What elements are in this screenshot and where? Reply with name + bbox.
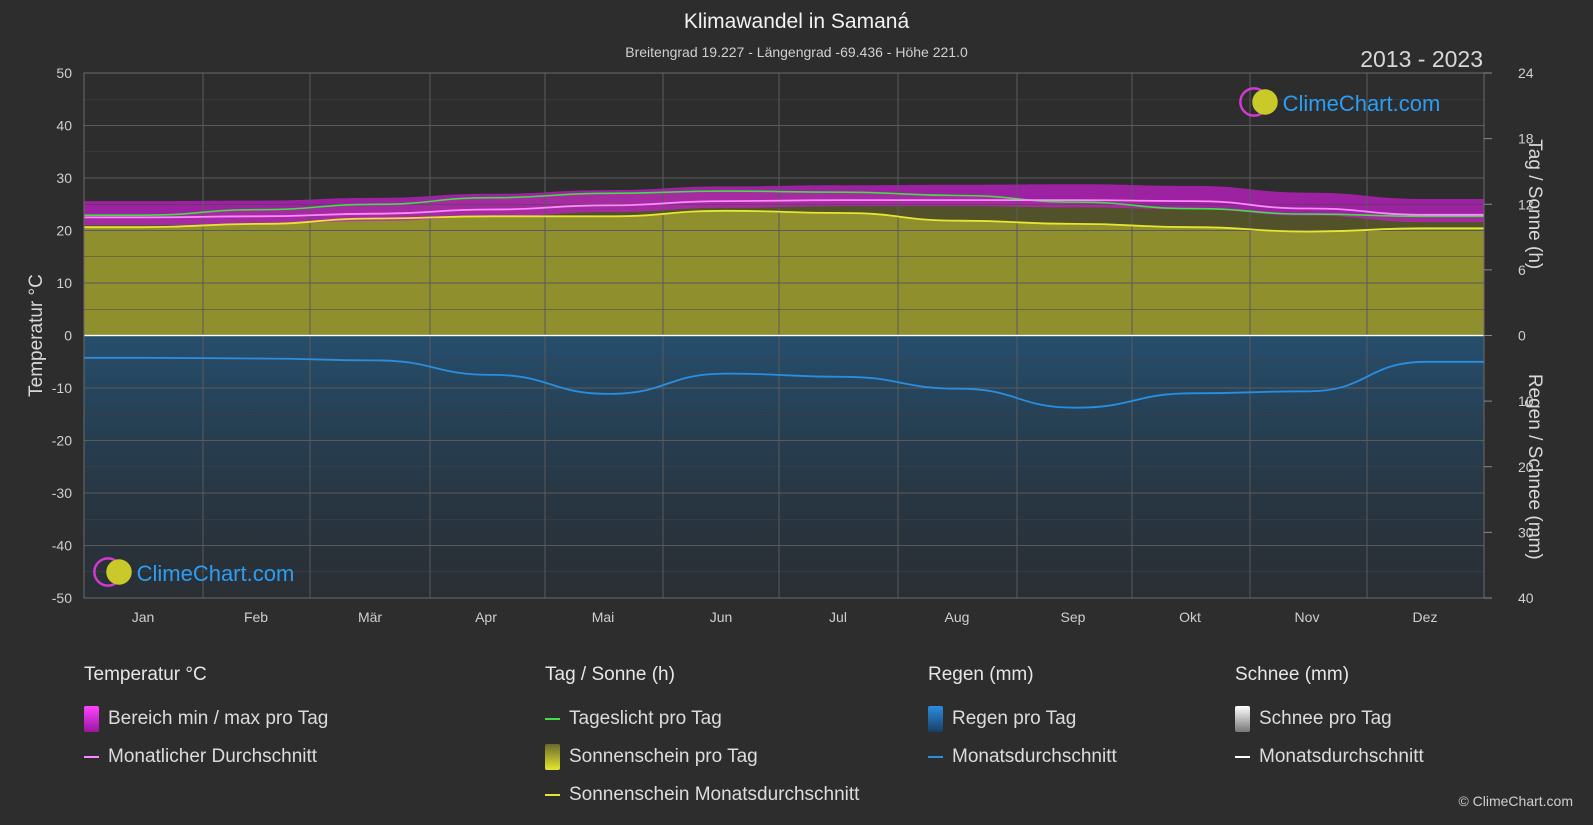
sunshine-avg-swatch [545,794,560,796]
y-right-rain-tick-label: 40 [1518,590,1534,606]
chart-subtitle: Breitengrad 19.227 - Längengrad -69.436 … [625,44,968,60]
rain-avg-line [84,356,1484,409]
y-right-top-axis-label: Tag / Sonne (h) [1524,139,1545,269]
x-month-label: Jan [132,609,155,625]
legend-temperature: Temperatur °C Bereich min / max pro Tag … [84,664,328,776]
legend-rain-avg-label: Monatsdurchschnitt [952,746,1117,767]
legend-daylight: Tageslicht pro Tag [545,700,859,738]
logo-top-right: ClimeChart.com [1239,87,1441,117]
sunshine-area [84,210,1484,336]
y-right-hours-tick-label: 6 [1518,262,1526,278]
legend-rain: Regen (mm) Regen pro Tag Monatsdurchschn… [928,664,1117,776]
legend-rain-avg: Monatsdurchschnitt [928,738,1117,776]
y-left-tick-label: 20 [56,223,72,239]
legend-rain-day: Regen pro Tag [928,700,1117,738]
legend-temp-avg: Monatlicher Durchschnitt [84,738,328,776]
y-right-rain-tick-label: 20 [1518,459,1534,475]
legend-rain-header: Regen (mm) [928,664,1034,685]
sunshine-swatch [545,744,560,770]
y-right-bottom-axis-label: Regen / Schnee (mm) [1524,374,1545,560]
y-left-tick-label: -50 [52,590,72,606]
legend-snow-avg: Monatsdurchschnitt [1235,738,1424,776]
snow-swatch [1235,706,1250,732]
y-left-tick-label: -20 [52,433,72,449]
year-range: 2013 - 2023 [1360,46,1483,72]
legend-daylight-label: Tageslicht pro Tag [569,708,722,729]
legend-sun: Tag / Sonne (h) Tageslicht pro Tag Sonne… [545,664,859,814]
y-left-tick-label: -30 [52,485,72,501]
logo-bottom-left: ClimeChart.com [93,557,295,587]
legend-temp-range-label: Bereich min / max pro Tag [108,708,329,729]
legend-snow-header: Schnee (mm) [1235,664,1350,685]
legend-temp-avg-label: Monatlicher Durchschnitt [108,746,318,767]
x-month-label: Sep [1061,609,1086,625]
temp-range-band [84,184,1484,226]
rain-swatch [928,706,943,732]
x-month-label: Mai [592,609,615,625]
rain-avg-swatch [928,756,943,758]
y-left-tick-label: 10 [56,275,72,291]
legend-snow-day-label: Schnee pro Tag [1259,708,1392,729]
x-month-label: Apr [475,609,497,625]
y-right-hours-tick-label: 18 [1518,131,1534,147]
y-right-rain-tick-label: 30 [1518,524,1534,540]
x-month-label: Okt [1179,609,1201,625]
logo-text: ClimeChart.com [137,561,295,586]
chart-title: Klimawandel in Samaná [683,10,910,33]
logo-text: ClimeChart.com [1283,91,1441,116]
x-month-label: Jun [710,609,733,625]
x-month-label: Nov [1295,609,1320,625]
legend-snow: Schnee (mm) Schnee pro Tag Monatsdurchsc… [1235,664,1424,776]
legend-sun-header: Tag / Sonne (h) [545,664,675,685]
legend-temperature-header: Temperatur °C [84,664,207,685]
x-month-label: Mär [358,609,382,625]
y-left-tick-label: 50 [56,65,72,81]
legend-temp-range: Bereich min / max pro Tag [84,700,328,738]
sunshine-avg-line [84,209,1484,233]
logo-sun-icon [106,559,132,585]
legend-sunshine-label: Sonnenschein pro Tag [569,746,758,767]
y-left-tick-label: 40 [56,118,72,134]
legend-rain-day-label: Regen pro Tag [952,708,1077,729]
x-month-label: Feb [244,609,268,625]
x-month-label: Jul [829,609,847,625]
x-month-label: Aug [945,609,970,625]
y-right-rain-tick-label: 10 [1518,393,1534,409]
legend-sunshine-avg-label: Sonnenschein Monatsdurchschnitt [569,784,860,805]
y-left-tick-label: -40 [52,538,72,554]
temp-avg-line [84,199,1484,219]
y-left-tick-label: 30 [56,170,72,186]
y-left-tick-label: -10 [52,380,72,396]
y-left-axis-label: Temperatur °C [26,274,47,397]
y-right-hours-tick-label: 0 [1518,328,1526,344]
legend-sunshine: Sonnenschein pro Tag [545,738,859,776]
legend-sunshine-avg: Sonnenschein Monatsdurchschnitt [545,776,859,814]
legend-snow-day: Schnee pro Tag [1235,700,1424,738]
temp-avg-swatch [84,756,99,758]
temp-range-swatch [84,706,99,732]
copyright: © ClimeChart.com [1458,793,1573,809]
x-month-label: Dez [1413,609,1438,625]
snow-avg-swatch [1235,756,1250,758]
legend-snow-avg-label: Monatsdurchschnitt [1259,746,1424,767]
y-right-hours-tick-label: 24 [1518,65,1534,81]
daylight-swatch [545,718,560,720]
y-right-hours-tick-label: 12 [1518,196,1534,212]
daylight-line [84,190,1484,218]
y-left-tick-label: 0 [64,328,72,344]
logo-sun-icon [1252,89,1278,115]
